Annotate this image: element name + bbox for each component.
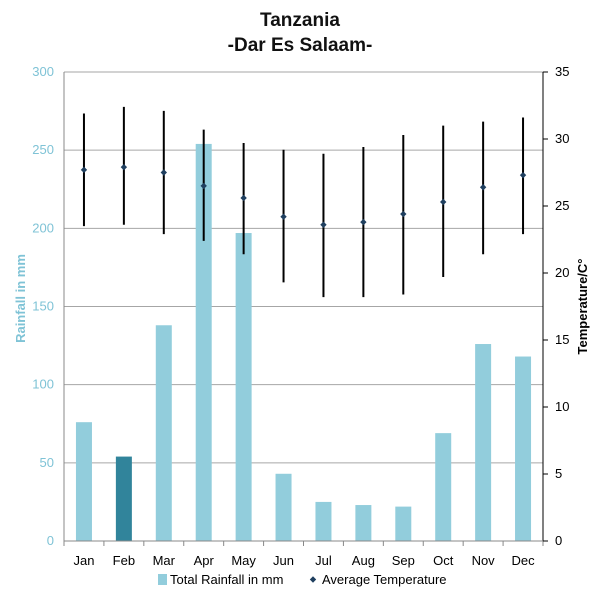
- temperature-marker-feb: [120, 163, 128, 171]
- chart-title-block: Tanzania -Dar Es Salaam-: [0, 8, 600, 58]
- temperature-range-bars: [82, 106, 525, 298]
- rainfall-bars: [75, 143, 532, 542]
- temperature-marker-sep: [400, 210, 407, 218]
- legend-temperature-label: Average Temperature: [322, 572, 447, 587]
- left-y-tick-label: 200: [32, 220, 54, 235]
- left-axis-title: Rainfall in mm: [13, 254, 28, 343]
- right-y-tick-label: 35: [555, 64, 569, 79]
- rainfall-bar-feb: [115, 456, 132, 541]
- chart-title: Tanzania: [260, 10, 340, 31]
- rainfall-bar-nov: [475, 344, 492, 541]
- rainfall-bar-aug: [355, 505, 372, 541]
- gridlines: [64, 71, 543, 464]
- x-tick-label: Jul: [315, 553, 332, 568]
- axes: [63, 71, 548, 546]
- temperature-marker-nov: [479, 184, 487, 191]
- temperature-marker-mar: [160, 169, 167, 176]
- right-axis-title: Temperature/C°: [575, 259, 590, 355]
- right-y-tick-label: 25: [555, 198, 569, 213]
- right-y-tick-label: 15: [555, 332, 569, 347]
- left-y-tick-label: 150: [32, 299, 54, 314]
- rainfall-bar-oct: [435, 433, 452, 541]
- x-tick-label: Sep: [392, 553, 415, 568]
- right-y-tick-label: 5: [555, 466, 562, 481]
- rainfall-bar-jan: [75, 422, 92, 541]
- axis-labels: 0 50 100 150 200 250 300 0 5 10 15 20 25 30 35 Jan Feb Ma…: [13, 64, 590, 568]
- temperature-markers: [80, 163, 527, 228]
- temperature-marker-jul: [320, 221, 327, 228]
- legend: Total Rainfall in mm Average Temperature: [158, 572, 447, 587]
- temperature-marker-oct: [440, 198, 447, 206]
- left-y-tick-label: 100: [32, 377, 54, 392]
- rainfall-bar-jun: [275, 473, 292, 541]
- temperature-marker-dec: [519, 171, 527, 179]
- x-tick-label: Feb: [113, 553, 135, 568]
- temperature-marker-jun: [280, 213, 287, 220]
- x-tick-label: Jun: [273, 553, 294, 568]
- x-tick-label: Apr: [194, 553, 215, 568]
- temperature-marker-apr: [200, 182, 207, 190]
- rainfall-bar-sep: [395, 506, 412, 541]
- rainfall-bar-apr: [195, 143, 212, 541]
- left-y-tick-label: 250: [32, 142, 54, 157]
- x-tick-label: Mar: [153, 553, 176, 568]
- temperature-marker-jan: [80, 166, 88, 174]
- x-tick-label: Aug: [352, 553, 375, 568]
- right-y-tick-label: 0: [555, 533, 562, 548]
- left-y-tick-label: 0: [47, 533, 54, 548]
- x-tick-label: May: [231, 553, 256, 568]
- rainfall-bar-jul: [315, 501, 332, 541]
- chart-subtitle: -Dar Es Salaam-: [227, 35, 373, 56]
- x-tick-label: Jan: [73, 553, 94, 568]
- rainfall-bar-dec: [515, 356, 532, 541]
- x-tick-label: Oct: [433, 553, 454, 568]
- right-y-tick-label: 10: [555, 399, 569, 414]
- legend-rainfall-swatch: [158, 574, 167, 585]
- x-tick-label: Dec: [511, 553, 535, 568]
- temperature-marker-aug: [360, 218, 367, 226]
- x-tick-label: Nov: [472, 553, 496, 568]
- right-y-tick-label: 30: [555, 131, 569, 146]
- temperature-marker-may: [240, 194, 247, 202]
- left-y-tick-label: 50: [40, 455, 54, 470]
- legend-temperature-marker: [309, 576, 317, 583]
- legend-rainfall-label: Total Rainfall in mm: [170, 572, 283, 587]
- rainfall-bar-may: [235, 233, 252, 542]
- rainfall-bar-mar: [155, 325, 172, 541]
- right-y-tick-label: 20: [555, 265, 569, 280]
- left-y-tick-label: 300: [32, 64, 54, 79]
